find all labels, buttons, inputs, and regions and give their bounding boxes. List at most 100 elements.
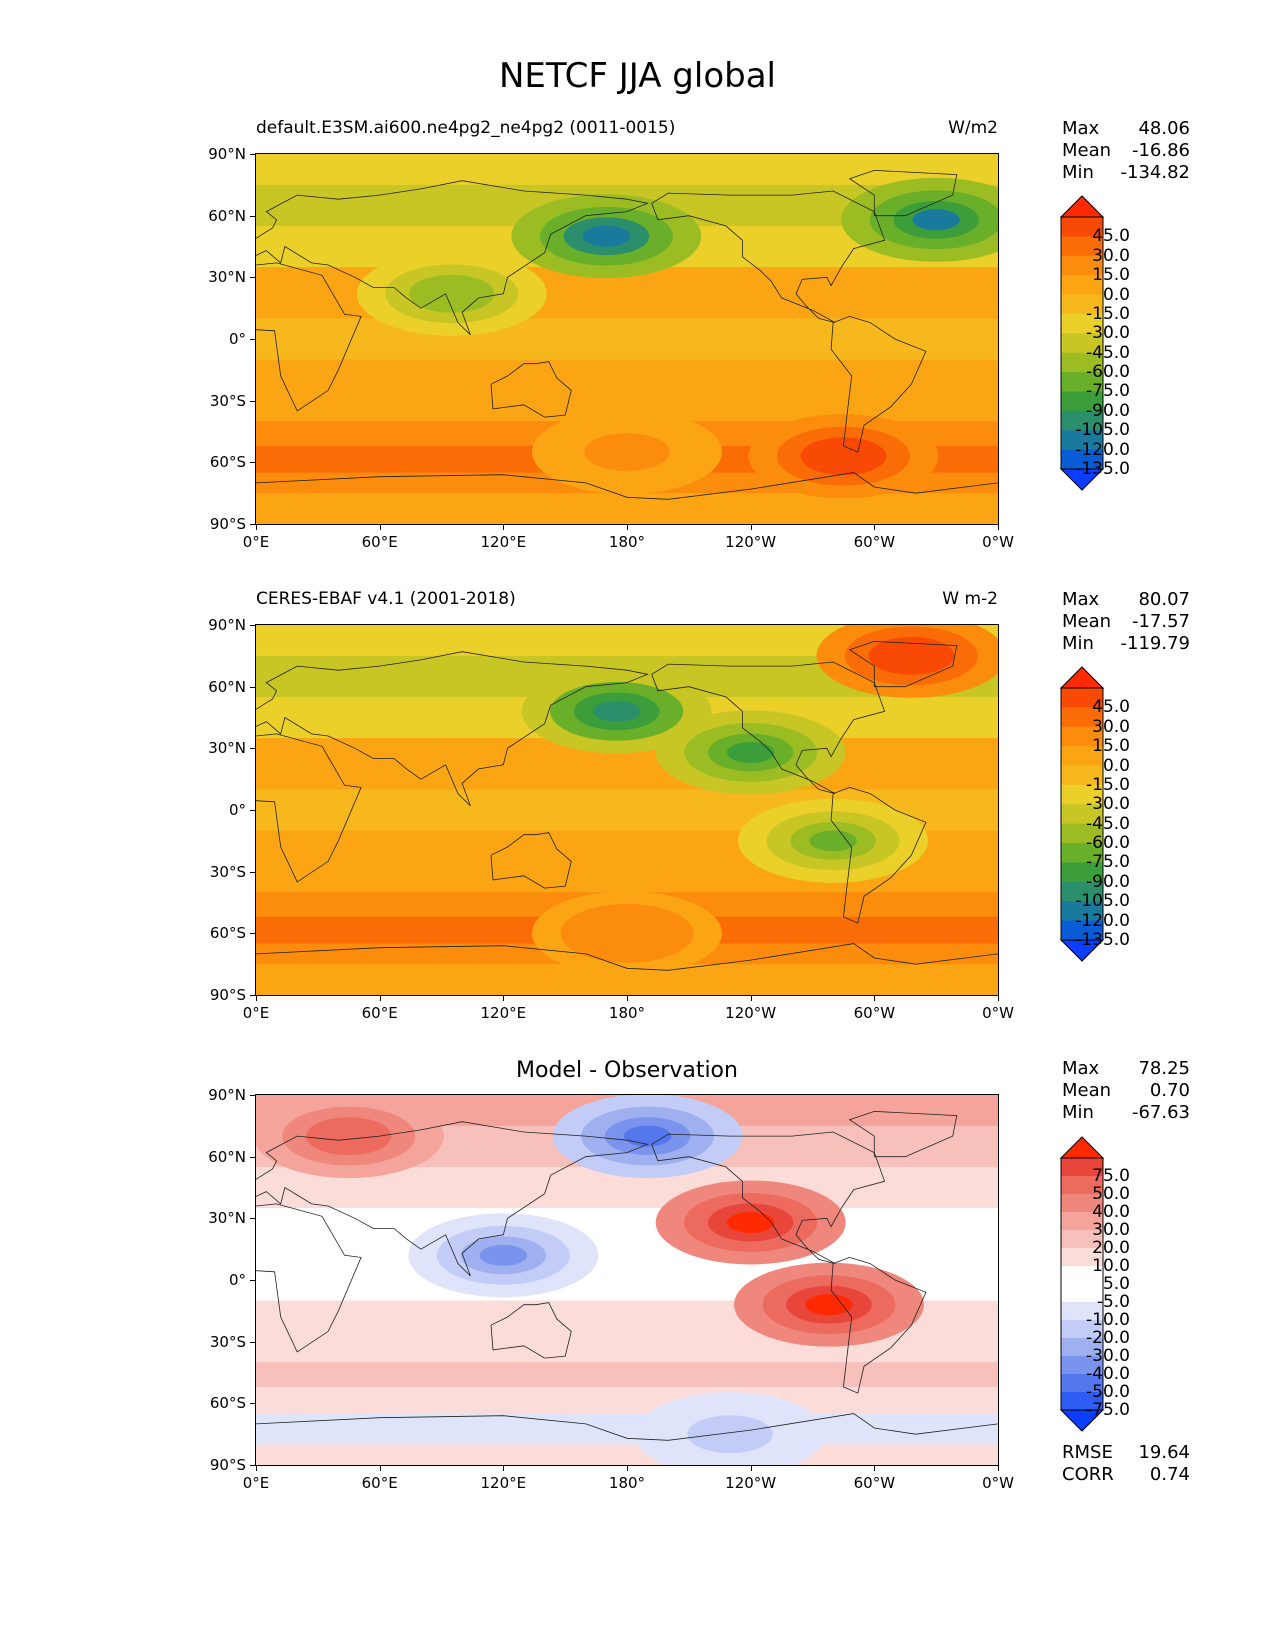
colorbar-top-arrow xyxy=(1060,1136,1105,1159)
colorbar-segment xyxy=(1061,804,1103,825)
x-tick xyxy=(874,996,876,1001)
x-tick xyxy=(627,525,628,530)
y-tick-label: 30°S xyxy=(209,1332,246,1351)
colorbar-tick-label: -30.0 xyxy=(1086,794,1130,815)
stat-mean: -16.86 xyxy=(1131,140,1190,161)
colorbar-segment xyxy=(1061,1338,1103,1357)
y-tick-label: 90°S xyxy=(209,1456,246,1474)
colorbar-segment xyxy=(1061,352,1103,373)
colorbar-tick-label: -75.0 xyxy=(1086,852,1130,873)
colorbar-segment xyxy=(1061,410,1103,431)
colorbar-tick-label: -90.0 xyxy=(1086,871,1130,892)
colorbar-tick-label: -15.0 xyxy=(1086,774,1130,795)
y-tick-label: 90°S xyxy=(209,986,246,1004)
colorbar-tick-label: -60.0 xyxy=(1086,833,1130,854)
colorbar-tick-label: -120.0 xyxy=(1075,439,1130,460)
y-tick-label: 30°N xyxy=(208,739,246,758)
y-tick-label: 90°N xyxy=(208,145,246,163)
x-tick-label: 60°W xyxy=(853,1004,896,1022)
colorbar-top-arrow xyxy=(1060,666,1105,689)
coastline-3 xyxy=(651,661,886,794)
x-tick xyxy=(998,1466,999,1471)
y-tick xyxy=(250,995,255,996)
colorbar-segment xyxy=(1061,726,1103,747)
colorbar-frame xyxy=(1060,216,1104,470)
model-units: W/m2 xyxy=(948,118,998,138)
coastline-3 xyxy=(651,190,886,323)
y-tick-label: 30°N xyxy=(208,268,246,287)
colorbar-tick-label: 30.0 xyxy=(1092,245,1130,266)
diff-colorbar: 75.0 50.0 40.0 30.0 20.0 10.0 5.0 -5.0 -10.0 -20.… xyxy=(1060,1136,1130,1432)
obs-units: W m-2 xyxy=(942,589,998,609)
x-tick-label: 120°E xyxy=(480,533,527,551)
feature-5-contour-3 xyxy=(706,1423,754,1445)
y-tick xyxy=(250,748,255,750)
coastline-5 xyxy=(848,1110,958,1158)
colorbar-tick-label: -105.0 xyxy=(1075,420,1130,441)
x-tick-label: 0°E xyxy=(242,1004,270,1022)
stat-mean-label: Mean xyxy=(1062,140,1112,161)
y-tick xyxy=(250,339,255,340)
feature-2-contour-3 xyxy=(809,830,857,852)
x-tick xyxy=(750,525,752,530)
colorbar-tick-label: 10.0 xyxy=(1092,1256,1130,1276)
y-tick-label: 60°S xyxy=(209,1394,246,1413)
y-tick-label: 60°S xyxy=(209,453,246,472)
colorbar-tick-label: -20.0 xyxy=(1086,1328,1130,1348)
colorbar-tick-label: 50.0 xyxy=(1092,1184,1130,1204)
y-tick xyxy=(250,1280,255,1281)
stat-min-label: Min xyxy=(1062,1102,1094,1123)
colorbar-svg xyxy=(1060,666,1105,962)
colorbar-segment xyxy=(1061,275,1103,296)
colorbar-segment xyxy=(1061,1284,1103,1303)
y-tick xyxy=(250,1341,255,1343)
stat-min-label: Min xyxy=(1062,633,1094,654)
feature-2-contour-3 xyxy=(428,283,476,305)
colorbar-tick-label: 30.0 xyxy=(1092,1220,1130,1240)
y-tick xyxy=(250,810,255,811)
stat-max: 48.06 xyxy=(1138,118,1190,139)
coastline-0 xyxy=(256,733,362,883)
feature-3-contour-3 xyxy=(603,441,651,463)
colorbar-segment xyxy=(1061,862,1103,883)
y-tick xyxy=(250,277,255,279)
field-band-9 xyxy=(256,493,998,524)
colorbar-segment xyxy=(1061,920,1103,941)
x-tick-label: 180° xyxy=(608,1474,646,1492)
colorbar-top-arrow xyxy=(1060,195,1105,218)
colorbar-segment xyxy=(1061,313,1103,334)
stat-min-label: Min xyxy=(1062,162,1094,183)
diff-stats: Max 78.25 Mean 0.70 Min -67.63 xyxy=(1062,1058,1190,1124)
field-band-7 xyxy=(256,1386,998,1415)
x-tick xyxy=(503,996,505,1001)
colorbar-tick-label: 30.0 xyxy=(1092,716,1130,737)
feature-0-contour-3 xyxy=(592,700,641,722)
x-tick xyxy=(379,1466,381,1471)
colorbar-tick-label: -120.0 xyxy=(1075,910,1130,931)
x-tick xyxy=(627,1466,628,1471)
coastline-4 xyxy=(830,786,927,924)
colorbar-tick-label: 0.0 xyxy=(1102,284,1130,305)
y-tick xyxy=(250,686,255,688)
x-tick-label: 0°E xyxy=(242,1474,270,1492)
stat-min: -134.82 xyxy=(1120,162,1190,183)
colorbar-tick-label: -30.0 xyxy=(1086,1346,1130,1366)
y-tick xyxy=(250,1095,255,1096)
y-tick-label: 30°S xyxy=(209,391,246,410)
x-tick-label: 0°E xyxy=(242,533,270,551)
y-tick xyxy=(250,154,255,155)
y-tick-label: 60°S xyxy=(209,924,246,943)
x-tick xyxy=(503,1466,505,1471)
y-tick xyxy=(250,1403,255,1405)
stat-max-label: Max xyxy=(1062,118,1100,139)
x-tick xyxy=(627,996,628,1001)
x-tick-label: 0°W xyxy=(982,1004,1014,1022)
colorbar-svg xyxy=(1060,195,1105,491)
field-band-8 xyxy=(256,1413,998,1445)
model-map xyxy=(255,153,999,525)
x-tick-label: 60°E xyxy=(361,533,398,551)
y-tick-label: 90°S xyxy=(209,515,246,533)
coastline-6 xyxy=(256,1413,998,1441)
coastline-2 xyxy=(490,1302,572,1359)
coastline-0 xyxy=(256,1203,362,1353)
